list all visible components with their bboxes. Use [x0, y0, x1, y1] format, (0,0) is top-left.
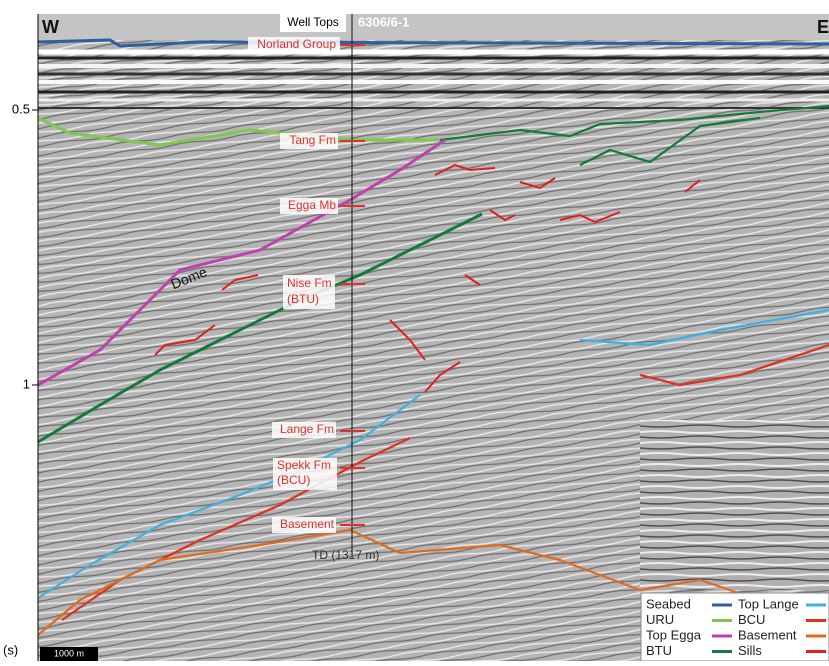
well-td: TD (1317 m): [312, 548, 379, 562]
scale-bar: [40, 647, 98, 661]
well-top: (BCU): [277, 473, 310, 487]
y-axis: [32, 14, 39, 661]
sills: [154, 163, 701, 393]
legend-label: Basement: [738, 627, 797, 642]
well-top: Nise Fm: [287, 276, 332, 290]
well-top: Basement: [280, 517, 335, 531]
well-name: 6306/6-1: [358, 14, 409, 29]
well-top-boxes: [248, 37, 340, 533]
well-top: Tang Fm: [289, 133, 336, 147]
well-top: Spekk Fm: [277, 458, 331, 472]
legend-label: Top Lange: [738, 596, 799, 611]
shallow-reflectors: [38, 14, 829, 109]
horizons: [37, 38, 829, 636]
well-top-ticks: [340, 44, 365, 526]
y-axis-unit: (s): [3, 642, 18, 657]
legend-label: BCU: [738, 612, 765, 627]
well-top: (BTU): [287, 292, 319, 306]
legend-label: Sills: [738, 643, 762, 658]
scale-bar-label: 1000 m: [54, 648, 84, 658]
well-header-box: [280, 14, 346, 32]
y-tick-label: 0.5: [12, 101, 30, 116]
well-header: Well Tops: [287, 15, 339, 29]
legend-label: BTU: [646, 643, 672, 658]
well-top: Lange Fm: [280, 422, 334, 436]
legend-label: URU: [646, 612, 674, 627]
well-top: Norland Group: [257, 37, 336, 51]
compass-east: E: [817, 17, 829, 37]
y-tick-label: 1: [23, 376, 30, 391]
compass-west: W: [42, 17, 59, 37]
well-top: Egga Mb: [288, 198, 336, 212]
legend-label: Seabed: [646, 596, 691, 611]
legend-label: Top Egga: [646, 627, 702, 642]
seismic-reflectors: [640, 420, 829, 590]
